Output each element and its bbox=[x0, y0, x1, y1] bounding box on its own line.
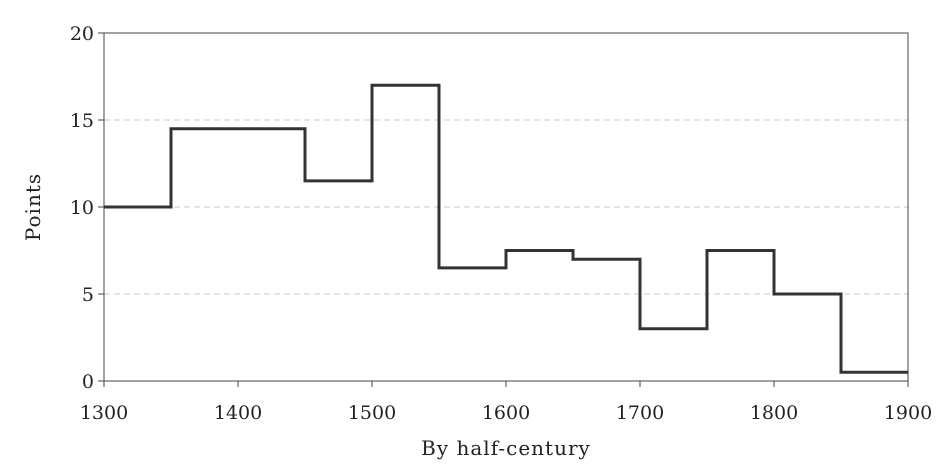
series-step-line bbox=[104, 83, 908, 374]
x-axis-label: By half-century bbox=[421, 436, 591, 460]
x-axis: 1300 1400 1500 1600 1700 1800 1900 bbox=[80, 381, 932, 424]
x-tick-label-1800: 1800 bbox=[750, 402, 798, 424]
y-axis-label: Points bbox=[21, 173, 45, 241]
y-tick-label-5: 5 bbox=[82, 284, 94, 306]
y-tick-label-15: 15 bbox=[70, 110, 94, 132]
y-axis: 0 5 10 15 20 bbox=[70, 23, 104, 393]
x-tick-label-1300: 1300 bbox=[80, 402, 128, 424]
y-tick-label-0: 0 bbox=[82, 371, 94, 393]
x-tick-label-1600: 1600 bbox=[482, 402, 530, 424]
x-tick-label-1900: 1900 bbox=[884, 402, 932, 424]
y-tick-label-20: 20 bbox=[70, 23, 94, 45]
x-tick-label-1700: 1700 bbox=[616, 402, 664, 424]
x-tick-label-1400: 1400 bbox=[214, 402, 262, 424]
y-tick-label-10: 10 bbox=[70, 197, 94, 219]
x-tick-label-1500: 1500 bbox=[348, 402, 396, 424]
